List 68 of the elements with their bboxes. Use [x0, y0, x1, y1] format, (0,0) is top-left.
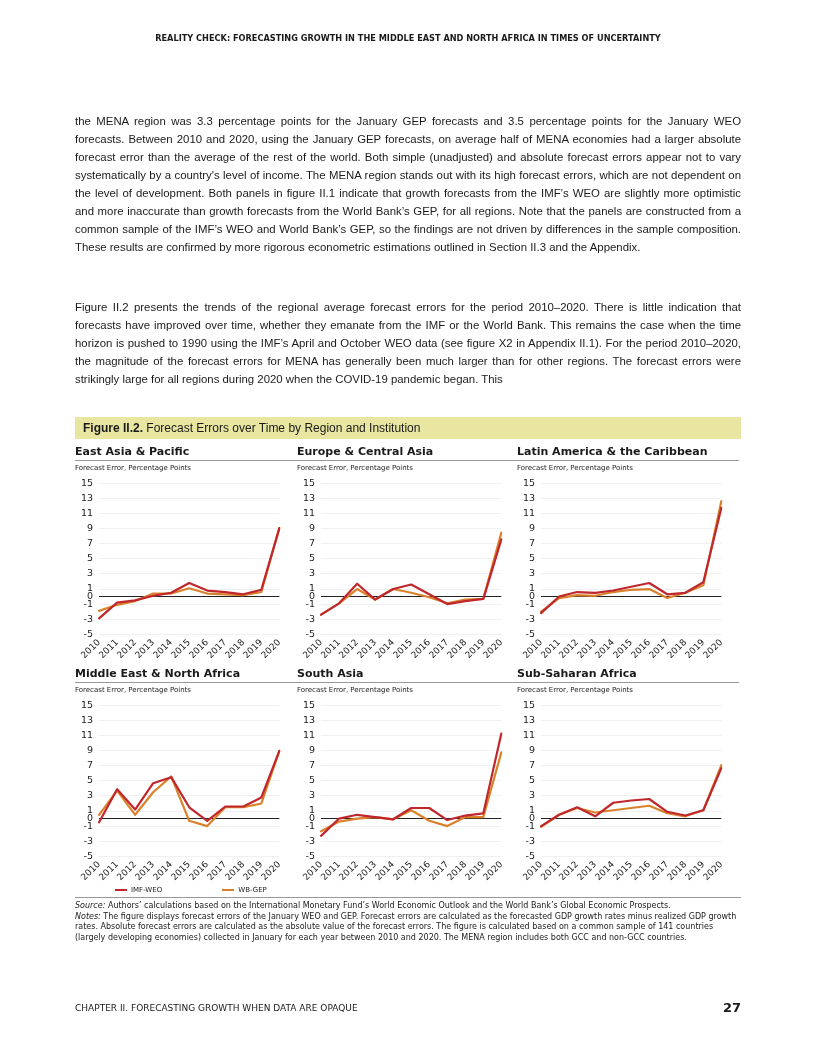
y-tick-label: 7 — [309, 537, 316, 549]
y-tick-label: -3 — [305, 612, 316, 624]
y-tick-label: 7 — [87, 537, 94, 549]
y-tick-label: 3 — [529, 567, 536, 579]
y-tick-label: -5 — [305, 849, 316, 861]
text: CHAPTER II. FORECASTING GROWTH WHEN DATA ARE OPAQUE — [75, 1003, 358, 1013]
y-tick-label: 11 — [302, 507, 316, 519]
y-tick-label: -5 — [83, 627, 94, 639]
y-tick-label: 3 — [87, 567, 94, 579]
y-tick-label: 3 — [87, 789, 94, 801]
chart-title: East Asia & Pacific — [75, 445, 297, 461]
y-tick-label: -3 — [83, 612, 94, 624]
chart-title: South Asia — [297, 667, 364, 680]
y-tick-label: 11 — [522, 507, 536, 519]
y-tick-label: 11 — [522, 729, 536, 741]
chart-title: Latin America & the Caribbean — [517, 445, 739, 461]
y-tick-label: 9 — [529, 522, 536, 534]
y-tick-label: 15 — [302, 477, 316, 489]
y-tick-label: 11 — [80, 729, 94, 741]
y-tick-label: 11 — [302, 729, 316, 741]
text: the MENA region was 3.3 percentage points for the January GEP forecasts and 3.5 percentage points for the January WEO forecasts. Between 2010 and 2020, using the January GEP forecasts, on average half of MENA economies had a larger absolute forecast error than the average of the rest of the world. Both simple (unadjusted) and absolute forecast errors appear not to vary systematically by a country's level of income. The MENA region stands out with its high forecast errors, which are not dependent on the level of development. Both panels in figure II.1 indicate that growth forecasts from the IMF’s WEO are slightly more optimistic and more inaccurate than growth forecasts from the World Bank’s GEP, for all regions. Note that the panels are constructed from a common sample of the IMF’s WEO and World Bank’s GEP, so the findings are not driven by differences in the sample composition. These results are confirmed by more rigorous econometric estimations outlined in Section II.3 and the Appendix. — [75, 114, 741, 255]
y-tick-label: -3 — [525, 612, 536, 624]
y-tick-label: 15 — [302, 699, 316, 711]
chart-title: Europe & Central Asia — [297, 445, 434, 458]
y-tick-label: 9 — [309, 522, 316, 534]
y-tick-label: 7 — [529, 537, 536, 549]
y-tick-label: 5 — [529, 552, 536, 564]
y-tick-label: -3 — [305, 834, 316, 846]
y-tick-label: -3 — [525, 834, 536, 846]
y-tick-label: -5 — [525, 627, 536, 639]
y-tick-label: -3 — [83, 834, 94, 846]
y-tick-label: 13 — [80, 492, 94, 504]
y-tick-label: 13 — [302, 492, 316, 504]
y-tick-label: 11 — [80, 507, 94, 519]
chart-title: Sub-Saharan Africa — [517, 667, 739, 683]
y-tick-label: 7 — [529, 759, 536, 771]
text: REALITY CHECK: FORECASTING GROWTH IN THE MIDDLE EAST AND NORTH AFRICA IN TIMES OF UNCERTAINTY — [154, 33, 662, 43]
y-tick-label: 5 — [87, 774, 94, 786]
y-tick-label: 5 — [309, 552, 316, 564]
y-tick-label: 13 — [522, 492, 536, 504]
y-tick-label: 15 — [80, 699, 94, 711]
y-tick-label: 13 — [302, 714, 316, 726]
y-tick-label: 9 — [309, 744, 316, 756]
y-tick-label: 3 — [309, 567, 316, 579]
y-tick-label: 7 — [87, 759, 94, 771]
text: Figure II.2 presents the trends of the regional average forecast errors for the period 2010–2020. There is little indication that forecasts have improved over time, whether they emanate from the IMF or the World Bank. This remains the case when the time horizon is pushed to 1990 using the IMF’s April and October WEO data (see figure X2 in Appendix II.1). For the period 2010–2020, the magnitude of the forecast errors for MENA has generally been much larger than for other regions. The forecast errors were strikingly large for all regions during 2020 when the COVID-19 pandemic began. This — [75, 300, 741, 387]
text: Notes: The figure displays forecast errors of the January WEO and GEP. Forecast errors are calculated as the forecasted GDP growth rates minus realized GDP growth rates. Absolute forecast errors are calculated as the absolute value of the forecast errors. The figure is calculated based on a common sample of 141 countries (largely developing economies) collected in January for each year between 2010 and 2020. The MENA region includes both GCC and non-GCC countries. — [75, 911, 738, 943]
y-tick-label: 3 — [309, 789, 316, 801]
text: 27 — [722, 1000, 741, 1015]
y-tick-label: 7 — [309, 759, 316, 771]
y-tick-label: 3 — [529, 789, 536, 801]
y-tick-label: -5 — [305, 627, 316, 639]
y-tick-label: -5 — [525, 849, 536, 861]
y-tick-label: 13 — [80, 714, 94, 726]
y-tick-label: 15 — [522, 477, 536, 489]
y-tick-label: 9 — [87, 744, 94, 756]
text: Figure II.2. Forecast Errors over Time by Region and Institution — [75, 417, 741, 439]
y-tick-label: 5 — [309, 774, 316, 786]
source-note: Source: Authors’ calculations based on the International Monetary Fund’s World Economic Outlook and the World Bank’s Global Economic Prospects. — [75, 901, 672, 912]
y-tick-label: 13 — [522, 714, 536, 726]
chart-title: Middle East & North Africa — [75, 667, 297, 683]
y-tick-label: 5 — [529, 774, 536, 786]
y-tick-label: 15 — [522, 699, 536, 711]
y-tick-label: 9 — [529, 744, 536, 756]
y-tick-label: 9 — [87, 522, 94, 534]
y-tick-label: -5 — [83, 849, 94, 861]
y-tick-label: 5 — [87, 552, 94, 564]
y-tick-label: 15 — [80, 477, 94, 489]
